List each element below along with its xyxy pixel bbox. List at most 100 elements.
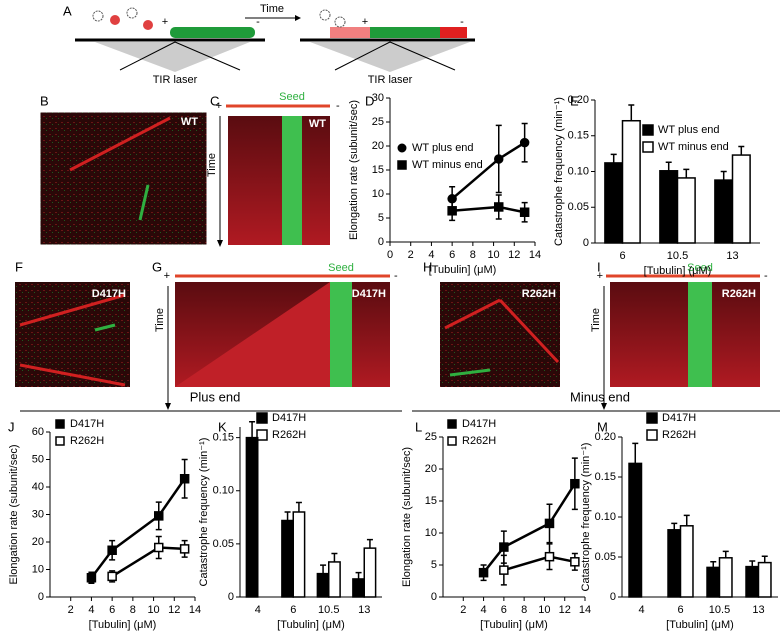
y-tick-label: 0 bbox=[378, 236, 384, 248]
y-tick-label: 20 bbox=[372, 140, 384, 152]
legend-swatch bbox=[642, 124, 654, 136]
error-bar bbox=[610, 153, 617, 163]
y-tick-label: 10 bbox=[425, 527, 437, 539]
tubulin bbox=[110, 15, 120, 25]
legend-marker bbox=[55, 436, 65, 446]
filament bbox=[19, 293, 126, 327]
schematic: Time TIR laser TIR laser + - + - bbox=[75, 3, 475, 86]
extension bbox=[330, 27, 370, 38]
legend-label: R262H bbox=[70, 435, 104, 447]
error-bar bbox=[628, 104, 635, 121]
x-tick-label: 2 bbox=[460, 604, 466, 616]
y-tick-label: 0.05 bbox=[595, 551, 616, 563]
image bbox=[228, 116, 330, 245]
image-label: R262H bbox=[722, 288, 756, 300]
filament bbox=[69, 116, 171, 172]
y-tick-label: 50 bbox=[32, 453, 44, 465]
filament bbox=[19, 363, 126, 387]
bar bbox=[676, 177, 696, 244]
legend-label: WT minus end bbox=[412, 159, 483, 171]
error-bar bbox=[249, 420, 256, 438]
y-tick-label: 0.20 bbox=[568, 94, 589, 106]
bar bbox=[706, 566, 721, 598]
end-label: - bbox=[764, 270, 768, 282]
y-tick-label: 0 bbox=[610, 591, 616, 603]
laser-ray bbox=[389, 41, 456, 71]
panel-letter: G bbox=[152, 259, 162, 274]
laser-ray bbox=[119, 41, 176, 71]
point bbox=[570, 478, 580, 489]
x-tick-label: 10.5 bbox=[318, 604, 339, 616]
error-bar bbox=[366, 538, 373, 549]
end-label: - bbox=[394, 270, 398, 282]
y-tick-label: 5 bbox=[431, 559, 437, 571]
panel-letter: I bbox=[597, 259, 601, 274]
x-tick-label: 6 bbox=[619, 250, 625, 262]
point bbox=[179, 474, 190, 484]
error-bar bbox=[749, 560, 756, 567]
panel-letter: J bbox=[8, 419, 15, 434]
legend-label: R262H bbox=[272, 429, 306, 441]
panel-letter: C bbox=[210, 93, 219, 108]
x-tick-label: 14 bbox=[529, 249, 541, 261]
error-bar bbox=[671, 522, 678, 530]
point bbox=[447, 206, 457, 216]
point bbox=[544, 518, 555, 529]
legend-label: D417H bbox=[272, 412, 306, 424]
x-tick-label: 4 bbox=[481, 604, 487, 616]
legend-label: D417H bbox=[462, 418, 496, 430]
bar bbox=[628, 462, 643, 598]
bar bbox=[714, 179, 734, 244]
image bbox=[40, 112, 207, 245]
x-tick-label: 13 bbox=[726, 250, 738, 262]
series-line bbox=[111, 546, 185, 578]
y-axis-label: Catastrophe frequency (min⁻¹) bbox=[198, 438, 210, 587]
x-tick-label: 12 bbox=[508, 249, 520, 261]
point bbox=[499, 542, 509, 552]
point bbox=[179, 544, 190, 554]
bar bbox=[245, 436, 259, 598]
legend-swatch bbox=[642, 141, 654, 153]
seed-label: Seed bbox=[279, 91, 305, 103]
x-tick-label: 10.5 bbox=[667, 250, 688, 262]
x-tick-label: 4 bbox=[88, 604, 94, 616]
time-label: Time bbox=[154, 308, 166, 332]
point bbox=[478, 567, 489, 578]
x-axis-label: [Tubulin] (μM) bbox=[480, 619, 548, 631]
y-tick-label: 20 bbox=[425, 463, 437, 475]
legend-label: R262H bbox=[462, 435, 496, 447]
laser-ray bbox=[174, 41, 241, 71]
laser-label: TIR laser bbox=[368, 74, 413, 86]
error-bar bbox=[683, 514, 690, 526]
panel-letter: E bbox=[570, 93, 579, 108]
point bbox=[107, 545, 117, 555]
bar bbox=[745, 565, 760, 598]
x-tick-label: 6 bbox=[290, 604, 296, 616]
end-label: + bbox=[216, 100, 222, 112]
y-tick-label: 0 bbox=[583, 237, 589, 249]
y-tick-label: 25 bbox=[372, 116, 384, 128]
y-tick-label: 0.10 bbox=[595, 511, 616, 523]
image-label: D417H bbox=[352, 288, 386, 300]
seed-band bbox=[330, 282, 352, 387]
x-tick-label: 6 bbox=[109, 604, 115, 616]
end-label: - bbox=[256, 16, 260, 28]
y-axis-label: Elongation rate (subunit/sec) bbox=[348, 100, 360, 240]
legend-label: WT plus end bbox=[412, 142, 474, 154]
extension bbox=[440, 27, 467, 38]
kymograph: Seed + - Time R262H bbox=[590, 262, 768, 410]
filament bbox=[444, 298, 501, 330]
end-label: + bbox=[162, 16, 168, 28]
y-tick-label: 15 bbox=[425, 495, 437, 507]
tubulin bbox=[334, 16, 346, 28]
legend-label: R262H bbox=[662, 429, 696, 441]
image-label: R262H bbox=[522, 288, 556, 300]
arrowhead bbox=[601, 403, 607, 410]
y-axis-label: Catastrophe frequency (min⁻¹) bbox=[553, 97, 565, 246]
y-tick-label: 0.10 bbox=[213, 485, 234, 497]
x-tick-label: 4 bbox=[638, 604, 644, 616]
seed-label: Seed bbox=[687, 262, 713, 274]
panel-letter: L bbox=[415, 419, 422, 434]
bar bbox=[731, 154, 751, 244]
